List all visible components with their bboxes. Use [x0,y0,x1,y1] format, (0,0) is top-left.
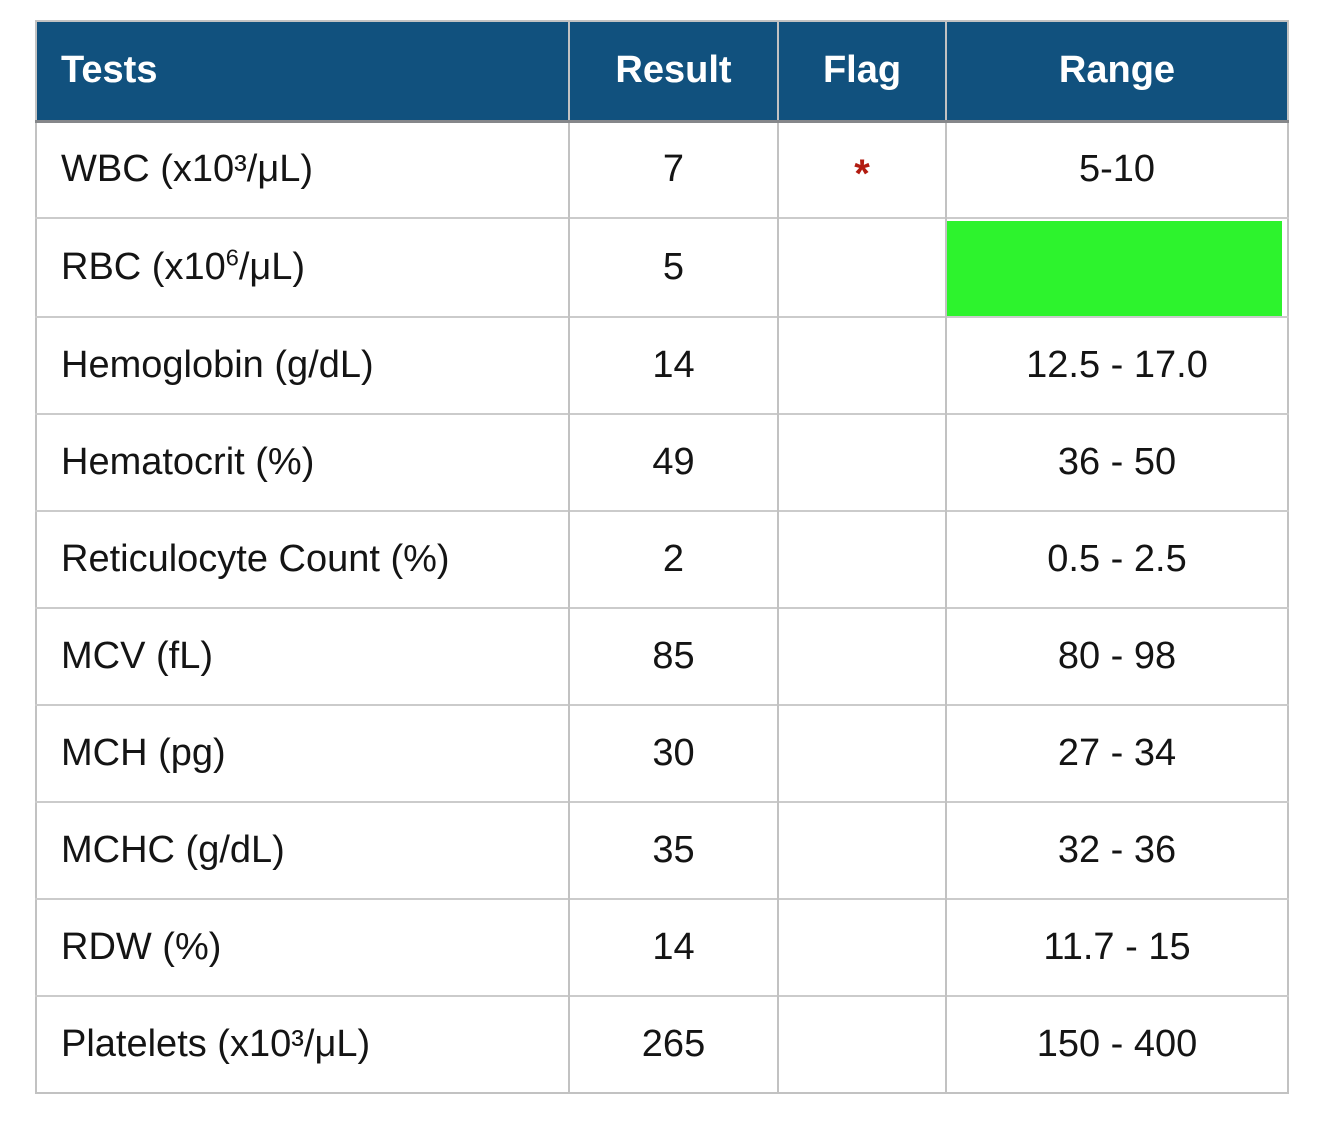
result-cell: 35 [568,801,778,899]
test-cell: MCHC (g/dL) [36,801,569,899]
table-row-platelets: Platelets (x10³/μL) 265 150 - 400 [36,995,1288,1093]
result-cell: 265 [568,995,778,1093]
table-row-rdw: RDW (%) 14 11.7 - 15 [36,898,1288,996]
header-row: Tests Result Flag Range [36,21,1288,123]
test-cell: RBC (x106/μL) [36,217,569,317]
column-header-tests: Tests [36,21,569,123]
range-cell-highlighted [945,217,1288,317]
table-row-rbc: RBC (x106/μL) 5 [36,217,1288,317]
column-header-range: Range [945,21,1288,123]
lab-results-table-container: Tests Result Flag Range WBC (x10³/μL) 7 … [35,20,1289,1094]
table-row-hematocrit: Hematocrit (%) 49 36 - 50 [36,413,1288,511]
table-row-mchc: MCHC (g/dL) 35 32 - 36 [36,801,1288,899]
result-cell: 85 [568,607,778,705]
column-header-flag: Flag [777,21,946,123]
flag-cell [777,995,946,1093]
range-cell: 27 - 34 [945,704,1288,802]
table-row-mcv: MCV (fL) 85 80 - 98 [36,607,1288,705]
abnormal-flag-asterisk: * [854,152,870,197]
flag-cell [777,413,946,511]
column-header-result: Result [568,21,778,123]
test-cell: Reticulocyte Count (%) [36,510,569,608]
test-cell: Platelets (x10³/μL) [36,995,569,1093]
test-label-part: /μL) [238,246,306,288]
flag-cell [777,801,946,899]
result-cell: 30 [568,704,778,802]
result-cell: 14 [568,316,778,414]
table-row-hemoglobin: Hemoglobin (g/dL) 14 12.5 - 17.0 [36,316,1288,414]
range-cell: 32 - 36 [945,801,1288,899]
flag-cell [777,510,946,608]
result-cell: 7 [568,121,778,218]
flag-cell [777,704,946,802]
test-cell: Hemoglobin (g/dL) [36,316,569,414]
range-cell: 0.5 - 2.5 [945,510,1288,608]
range-cell: 5-10 [945,121,1288,218]
table-row-mch: MCH (pg) 30 27 - 34 [36,704,1288,802]
result-cell: 49 [568,413,778,511]
result-cell: 5 [568,217,778,317]
test-cell: MCH (pg) [36,704,569,802]
range-cell: 80 - 98 [945,607,1288,705]
test-label-part: RBC (x10 [61,246,226,288]
result-cell: 2 [568,510,778,608]
test-cell: WBC (x10³/μL) [36,121,569,218]
table-row-wbc: WBC (x10³/μL) 7 * 5-10 [36,121,1288,218]
table-row-reticulocyte: Reticulocyte Count (%) 2 0.5 - 2.5 [36,510,1288,608]
lab-results-table: Tests Result Flag Range WBC (x10³/μL) 7 … [35,20,1289,1094]
result-cell: 14 [568,898,778,996]
green-highlight [947,221,1282,316]
range-cell: 11.7 - 15 [945,898,1288,996]
range-cell: 12.5 - 17.0 [945,316,1288,414]
flag-cell [777,316,946,414]
test-label-superscript: 6 [225,244,239,271]
flag-cell: * [777,121,946,218]
flag-cell [777,898,946,996]
flag-cell [777,217,946,317]
test-cell: Hematocrit (%) [36,413,569,511]
range-cell: 36 - 50 [945,413,1288,511]
range-cell: 150 - 400 [945,995,1288,1093]
flag-cell [777,607,946,705]
test-cell: MCV (fL) [36,607,569,705]
test-cell: RDW (%) [36,898,569,996]
